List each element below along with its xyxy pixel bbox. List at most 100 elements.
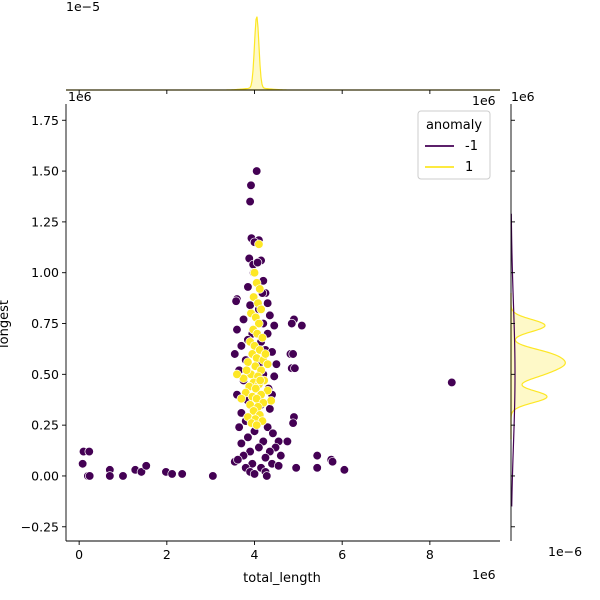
scatter-point-pos1 — [251, 383, 261, 394]
y-tick-label: 0.00 — [31, 468, 59, 483]
scatter-point-neg1 — [105, 471, 115, 481]
scatter-point-neg1 — [263, 298, 273, 308]
y-tick-label: 1.00 — [31, 265, 59, 280]
scatter-point-neg1 — [236, 341, 247, 351]
scatter-point-neg1 — [260, 453, 271, 463]
scatter-point-neg1 — [291, 463, 301, 473]
scatter-point-pos1 — [255, 284, 265, 294]
scatter-point-neg1 — [234, 422, 244, 432]
x-axis-label: total_length — [243, 571, 321, 586]
scatter-point-neg1 — [78, 459, 88, 469]
scatter-point-pos1 — [263, 359, 273, 369]
x-tick-label: 2 — [163, 547, 171, 562]
scatter-point-pos1 — [256, 304, 266, 314]
y-tick-label: 0.25 — [31, 418, 59, 433]
y-tick-label: −0.25 — [21, 519, 59, 534]
x-tick-label: 4 — [251, 547, 259, 562]
scatter-point-neg1 — [262, 471, 272, 481]
scatter-point-pos1 — [238, 373, 249, 384]
legend-box — [417, 110, 491, 180]
legend-title: anomaly — [426, 118, 482, 133]
x-offset-text: 1e6 — [472, 567, 496, 582]
scatter-point-neg1 — [208, 471, 218, 481]
right-marginal-offset-bottom: 1e−6 — [548, 544, 582, 559]
x-tick-label: 8 — [426, 547, 434, 562]
x-tick-label: 0 — [75, 547, 83, 562]
scatter-point-neg1 — [276, 450, 286, 461]
scatter-point-neg1 — [288, 349, 298, 359]
scatter-point-neg1 — [273, 461, 284, 471]
x-tick-label: 6 — [338, 547, 346, 562]
top-marginal — [66, 16, 500, 94]
scatter-point-neg1 — [252, 257, 263, 268]
scatter-point-neg1 — [246, 180, 256, 190]
scatter-point-neg1 — [230, 349, 240, 359]
scatter-point-neg1 — [233, 455, 243, 465]
y-tick-label: 0.75 — [31, 316, 59, 331]
scatter-point-neg1 — [265, 310, 275, 321]
y-tick-label: 1.50 — [31, 164, 59, 179]
scatter-point-neg1 — [136, 467, 147, 477]
legend: anomaly -1 1 — [417, 110, 491, 180]
scatter-point-neg1 — [243, 282, 253, 292]
scatter-point-neg1 — [269, 371, 279, 382]
scatter-point-neg1 — [271, 359, 282, 369]
scatter-point-neg1 — [118, 471, 128, 481]
scatter-point-pos1 — [263, 385, 273, 396]
right-marginal-kde-curve — [510, 293, 566, 440]
scatter-point-neg1 — [290, 363, 300, 373]
scatter-point-neg1 — [141, 461, 151, 471]
scatter-point-pos1 — [255, 375, 265, 386]
right-marginal-offset-top-2: 1e6 — [511, 89, 535, 104]
scatter-point-neg1 — [268, 428, 278, 438]
scatter-point-neg1 — [84, 446, 94, 457]
scatter-point-neg1 — [327, 457, 338, 467]
right-marginal-offset-top: 1e6 — [472, 93, 496, 108]
scatter-point-neg1 — [245, 300, 255, 310]
scatter-point-neg1 — [447, 377, 457, 388]
y-tick-label: 0.50 — [31, 367, 59, 382]
y-axis-label: longest — [0, 300, 12, 348]
scatter-point-pos1 — [249, 268, 260, 278]
scatter-point-neg1 — [245, 446, 255, 457]
scatter-point-pos1 — [260, 349, 271, 359]
scatter-points — [78, 166, 457, 481]
scatter-point-neg1 — [287, 318, 297, 329]
scatter-point-neg1 — [269, 320, 279, 331]
scatter-point-neg1 — [236, 408, 247, 418]
scatter-point-neg1 — [312, 463, 322, 473]
scatter-point-neg1 — [312, 450, 322, 461]
y-tick-label: 1.25 — [31, 214, 59, 229]
joint-x-ticks: 0 2 4 6 8 — [75, 541, 434, 562]
scatter-point-neg1 — [265, 404, 275, 414]
scatter-point-pos1 — [252, 420, 262, 430]
right-marginal: 1e6 1e6 1e−6 — [472, 89, 582, 559]
scatter-point-neg1 — [249, 469, 260, 479]
legend-label-neg1: -1 — [465, 139, 478, 154]
scatter-point-neg1 — [236, 438, 247, 449]
y-offset-text: 1e6 — [68, 89, 92, 104]
scatter-point-neg1 — [339, 465, 350, 475]
scatter-point-neg1 — [243, 432, 253, 442]
scatter-point-neg1 — [238, 314, 249, 325]
scatter-point-neg1 — [177, 469, 187, 479]
scatter-point-neg1 — [288, 418, 298, 428]
scatter-point-neg1 — [167, 469, 177, 479]
scatter-point-neg1 — [297, 320, 307, 331]
scatter-point-pos1 — [254, 239, 264, 249]
top-marginal-kde-curve — [66, 16, 500, 91]
scatter-point-neg1 — [231, 296, 241, 306]
scatter-point-pos1 — [236, 394, 247, 404]
scatter-point-pos1 — [254, 318, 264, 329]
scatter-point-neg1 — [263, 422, 273, 432]
right-marginal-kde-curve-neg1 — [510, 213, 516, 507]
legend-label-1: 1 — [465, 160, 473, 175]
scatter-point-pos1 — [257, 333, 268, 343]
scatter-point-pos1 — [232, 369, 242, 379]
scatter-point-neg1 — [85, 471, 95, 481]
scatter-point-neg1 — [252, 166, 262, 176]
scatter-point-neg1 — [232, 324, 242, 335]
scatter-point-neg1 — [245, 196, 255, 207]
scatter-point-pos1 — [241, 365, 252, 375]
